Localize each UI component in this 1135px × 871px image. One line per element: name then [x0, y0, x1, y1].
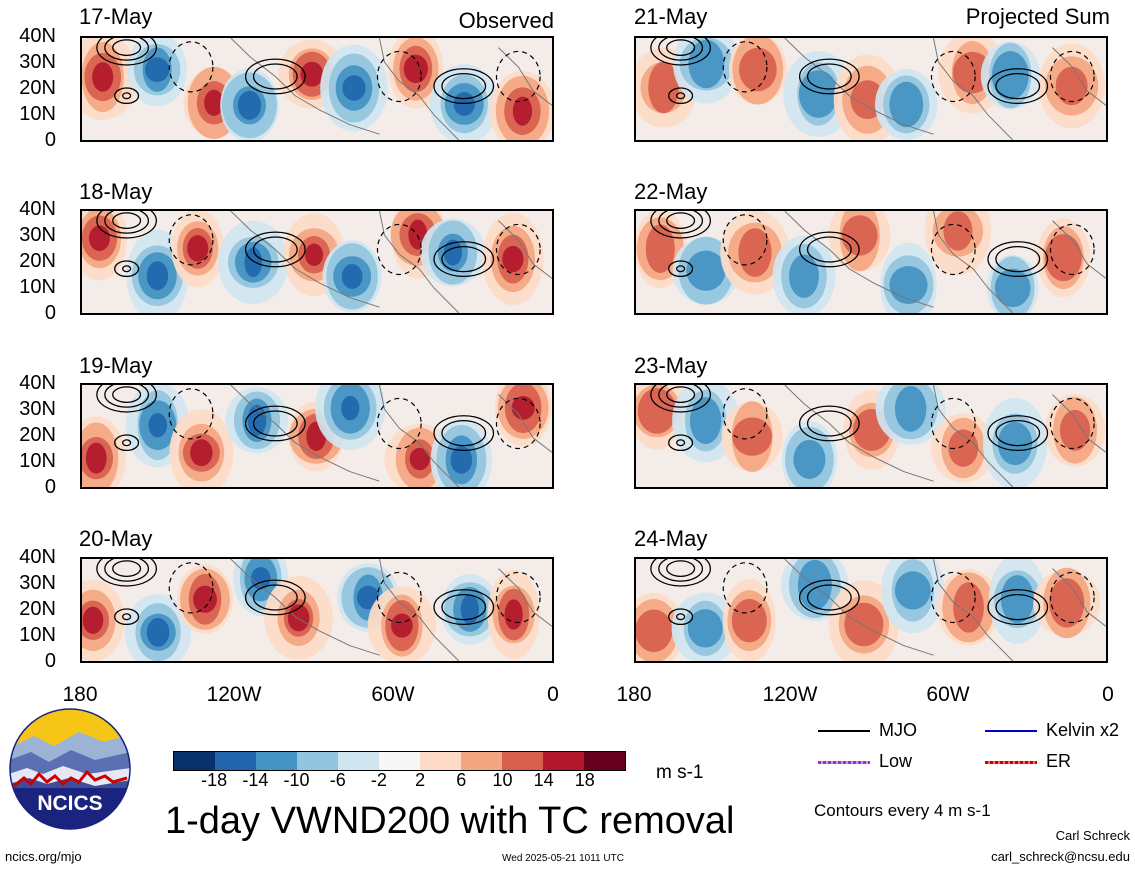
footer-author: Carl Schreck: [1055, 828, 1130, 843]
colorbar-swatch: [584, 752, 625, 770]
colorbar-label: -18: [201, 770, 228, 790]
panel-date-left-1: 17-May: [79, 4, 153, 29]
y-tick-label: 20N: [19, 598, 56, 620]
y-tick-label: 0: [44, 476, 56, 498]
figure-title: 1-day VWND200 with TC removal: [165, 800, 735, 842]
colorbar-label: 2: [415, 770, 426, 790]
panel-date-right-4: 24-May: [634, 526, 708, 551]
panel-date-left-4: 20-May: [79, 526, 153, 551]
legend-mjo-line: [818, 730, 870, 732]
colorbar-swatch: [297, 752, 338, 770]
map-panel-right-2: [634, 209, 1108, 315]
colorbar-swatch: [502, 752, 543, 770]
x-tick-right-180: 180: [616, 683, 652, 706]
y-tick-label: 10N: [19, 450, 56, 472]
y-tick-label: 0: [44, 650, 56, 672]
footer-url[interactable]: ncics.org/mjo: [5, 849, 82, 864]
colorbar: [173, 751, 626, 771]
y-tick-label: 10N: [19, 624, 56, 646]
panel-date-right-2: 22-May: [634, 179, 708, 204]
map-panel-right-4: [634, 557, 1108, 663]
colorbar-swatch: [379, 752, 420, 770]
legend-kelvin-line: [985, 730, 1037, 732]
y-tick-label: 20N: [19, 424, 56, 446]
y-tick-label: 40N: [19, 25, 56, 47]
y-tick-label: 40N: [19, 372, 56, 394]
legend-low-line: [818, 761, 870, 764]
map-panel-left-2: [80, 209, 554, 315]
legend-low-label: Low: [879, 751, 913, 771]
map-panel-left-1: [80, 36, 554, 142]
y-tick-label: 40N: [19, 546, 56, 568]
colorbar-swatch: [256, 752, 297, 770]
colorbar-swatch: [174, 752, 215, 770]
colorbar-label: -10: [283, 770, 310, 790]
colorbar-label: -6: [329, 770, 346, 790]
panel-date-right-3: 23-May: [634, 353, 708, 378]
y-tick-label: 30N: [19, 51, 56, 73]
legend-kelvin-label: Kelvin x2: [1046, 720, 1120, 740]
x-tick-left-180: 180: [62, 683, 98, 706]
projected-sum-label: Projected Sum: [965, 4, 1110, 29]
contour-note: Contours every 4 m s-1: [814, 801, 991, 820]
y-tick-label: 0: [44, 129, 56, 151]
legend-mjo-label: MJO: [879, 720, 917, 740]
legend-er-label: ER: [1046, 751, 1072, 771]
x-tick-left-0: 0: [547, 683, 559, 706]
legend-er-line: [985, 761, 1037, 764]
map-panel-right-1: [634, 36, 1108, 142]
colorbar-swatch: [543, 752, 584, 770]
colorbar-swatch: [338, 752, 379, 770]
colorbar-units: m s-1: [656, 762, 704, 783]
x-tick-right-60w: 60W: [926, 683, 970, 706]
footer-email[interactable]: carl_schreck@ncsu.edu: [991, 849, 1130, 864]
colorbar-label: -14: [242, 770, 269, 790]
colorbar-label: 18: [574, 770, 595, 790]
y-tick-label: 30N: [19, 572, 56, 594]
y-tick-label: 30N: [19, 398, 56, 420]
map-panel-left-3: [80, 383, 554, 489]
x-tick-left-60w: 60W: [371, 683, 415, 706]
logo-text: NCICS: [37, 792, 102, 815]
colorbar-swatch: [461, 752, 502, 770]
panel-date-left-2: 18-May: [79, 179, 153, 204]
panel-date-left-3: 19-May: [79, 353, 153, 378]
footer-timestamp: Wed 2025-05-21 1011 UTC: [502, 853, 624, 864]
y-tick-label: 20N: [19, 77, 56, 99]
x-tick-left-120w: 120W: [206, 683, 262, 706]
y-tick-label: 20N: [19, 250, 56, 272]
observed-label: Observed: [458, 8, 554, 33]
colorbar-label: -2: [370, 770, 387, 790]
y-tick-label: 30N: [19, 224, 56, 246]
y-tick-label: 10N: [19, 276, 56, 298]
colorbar-label: 14: [533, 770, 554, 790]
x-tick-right-120w: 120W: [762, 683, 818, 706]
panel-date-right-1: 21-May: [634, 4, 708, 29]
map-panel-left-4: [80, 557, 554, 663]
colorbar-swatch: [420, 752, 461, 770]
colorbar-swatch: [215, 752, 256, 770]
colorbar-label: 10: [492, 770, 513, 790]
y-tick-label: 10N: [19, 103, 56, 125]
ncics-logo: NCICS: [9, 708, 131, 830]
x-tick-right-0: 0: [1102, 683, 1114, 706]
y-tick-label: 0: [44, 302, 56, 324]
y-tick-label: 40N: [19, 198, 56, 220]
colorbar-label: 6: [456, 770, 467, 790]
map-panel-right-3: [634, 383, 1108, 489]
